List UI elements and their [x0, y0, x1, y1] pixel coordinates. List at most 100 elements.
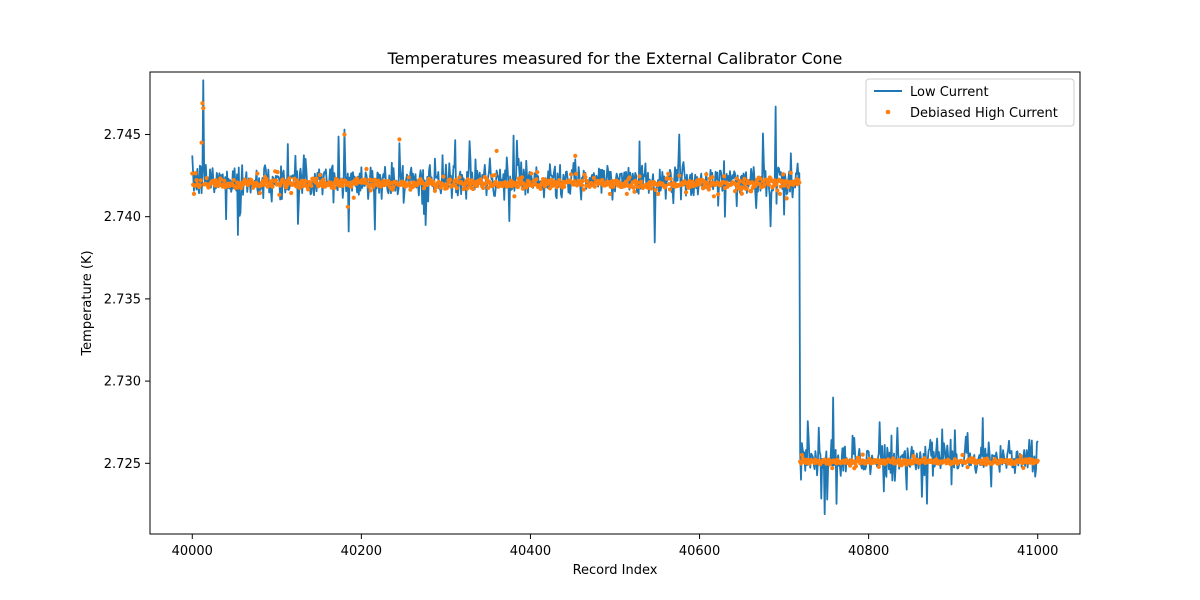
scatter-point	[744, 185, 749, 191]
scatter-point	[749, 180, 755, 185]
scatter-point	[557, 177, 562, 183]
scatter-point	[1021, 465, 1026, 471]
scatter-point	[677, 173, 682, 178]
scatter-point	[574, 171, 579, 177]
x-axis: 40000 40200 40400 40600 40800 41000	[172, 534, 1058, 559]
scatter-point	[518, 182, 523, 187]
scatter-point	[468, 181, 473, 186]
y-axis-label: Temperature (K)	[80, 250, 95, 356]
scatter-point	[306, 187, 311, 192]
scatter-point	[853, 464, 859, 469]
scatter-point	[371, 184, 376, 190]
legend-label-low-current: Low Current	[910, 85, 989, 100]
scatter-point	[774, 182, 779, 187]
scatter-point	[391, 184, 396, 190]
scatter-point	[441, 174, 446, 179]
scatter-point	[632, 189, 637, 194]
scatter-point	[739, 191, 744, 196]
y-axis: 2.725 2.730 2.735 2.740 2.745	[104, 128, 150, 472]
scatter-point	[492, 172, 498, 178]
scatter-point	[847, 463, 853, 468]
scatter-point	[366, 184, 372, 189]
scatter-point	[1018, 454, 1023, 459]
scatter-point	[529, 171, 534, 176]
scatter-point	[448, 177, 453, 182]
x-tick-label: 41000	[1017, 544, 1058, 559]
scatter-point	[512, 194, 517, 199]
scatter-point	[470, 178, 475, 183]
scatter-point	[200, 101, 205, 106]
scatter-point	[667, 187, 673, 192]
scatter-point	[772, 178, 777, 183]
scatter-point	[519, 175, 525, 180]
scatter-point	[683, 190, 689, 195]
scatter-point	[663, 183, 668, 188]
scatter-point	[624, 191, 629, 196]
scatter-point	[758, 176, 763, 181]
scatter-point	[470, 186, 476, 192]
scatter-point	[332, 185, 337, 190]
scatter-point	[623, 179, 629, 184]
scatter-point	[191, 191, 197, 196]
scatter-point	[275, 169, 280, 175]
x-tick-label: 40200	[341, 544, 382, 559]
scatter-point	[406, 175, 411, 180]
scatter-point	[345, 204, 350, 209]
scatter-point	[738, 178, 743, 184]
scatter-point	[432, 188, 438, 194]
y-tick-label: 2.725	[104, 457, 141, 472]
scatter-point	[579, 183, 585, 188]
scatter-point	[231, 177, 236, 183]
scatter-point	[421, 186, 427, 191]
legend-box	[865, 78, 1075, 127]
series-line-low-current	[191, 79, 1039, 516]
scatter-point	[636, 184, 641, 190]
scatter-point	[830, 466, 835, 471]
scatter-point	[732, 189, 738, 194]
scatter-point	[363, 178, 368, 183]
scatter-point	[520, 186, 525, 191]
series-layer	[190, 79, 1040, 516]
scatter-point	[273, 178, 279, 183]
scatter-point	[222, 178, 227, 184]
y-tick-label: 2.735	[104, 292, 141, 307]
legend-swatch-debiased-high-current	[885, 109, 891, 115]
y-tick-label: 2.745	[104, 128, 141, 143]
scatter-point	[204, 175, 209, 181]
scatter-point	[201, 106, 206, 111]
scatter-point	[585, 178, 590, 184]
scatter-point	[607, 191, 613, 197]
scatter-point	[255, 171, 260, 176]
scatter-point	[583, 175, 588, 180]
scatter-point	[592, 184, 597, 189]
scatter-point	[960, 452, 965, 458]
x-tick-label: 40000	[172, 544, 213, 559]
scatter-point	[218, 177, 224, 182]
scatter-point	[788, 170, 793, 175]
scatter-point	[591, 175, 596, 181]
scatter-point	[314, 176, 319, 181]
scatter-point	[711, 194, 717, 199]
scatter-point	[457, 175, 462, 180]
scatter-point	[309, 183, 314, 189]
scatter-point	[317, 172, 323, 178]
scatter-point	[534, 177, 539, 182]
scatter-point	[740, 185, 745, 190]
scatter-point	[876, 464, 881, 469]
scatter-point	[637, 174, 642, 179]
scatter-point	[454, 185, 459, 191]
scatter-point	[631, 185, 636, 190]
scatter-point	[568, 172, 574, 177]
series-scatter-debiased-high-current	[190, 101, 1040, 471]
scatter-point	[493, 179, 498, 184]
scatter-point	[509, 184, 514, 189]
scatter-point	[781, 172, 786, 177]
scatter-point	[775, 188, 780, 193]
scatter-point	[464, 186, 470, 191]
scatter-point	[778, 184, 783, 189]
scatter-point	[665, 175, 670, 181]
scatter-point	[199, 140, 204, 145]
scatter-point	[716, 192, 721, 197]
scatter-point	[515, 185, 520, 190]
scatter-point	[342, 132, 347, 137]
